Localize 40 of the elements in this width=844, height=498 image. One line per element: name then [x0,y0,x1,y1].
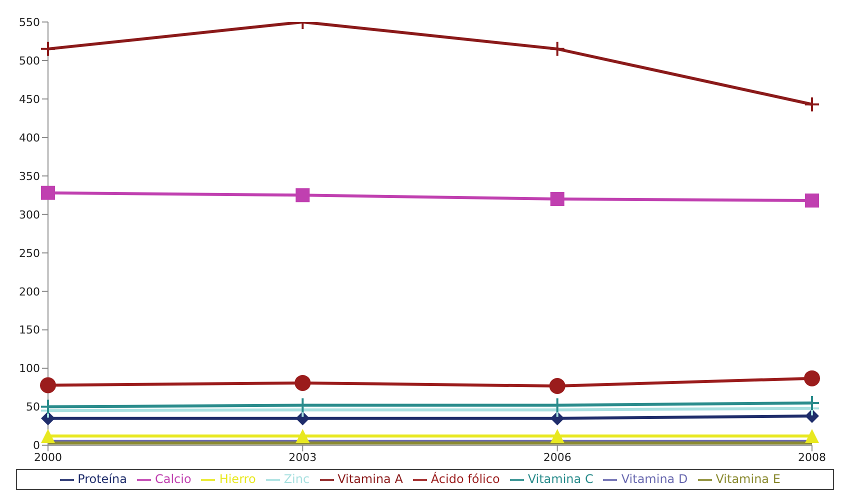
y-tick-label: 500 [19,54,40,68]
y-tick-label: 300 [19,208,40,222]
legend-label: Vitamina C [528,472,594,486]
y-tick-label: 50 [26,400,40,414]
legend-label: Hierro [219,472,256,486]
point [294,374,311,391]
point [296,188,310,202]
y-tick-label: 150 [19,324,40,337]
point [296,429,310,444]
point [804,370,820,386]
y-tick-label: 550 [19,16,40,29]
legend-label: Vitamina E [716,472,780,486]
legend-label: Vitamina A [338,472,403,486]
point [41,429,55,444]
point [805,194,819,208]
x-tick-label: 2000 [34,451,62,464]
point [804,96,820,112]
point [550,192,564,206]
legend-label: Proteína [78,472,127,486]
point [549,378,566,394]
point [549,40,566,57]
y-tick-label: 350 [19,170,40,183]
x-tick-label: 2006 [543,451,572,464]
y-tick-label: 100 [19,362,40,376]
y-tick-label: 200 [19,285,40,298]
legend-label: Vitamina D [621,472,688,486]
y-tick-label: 0 [33,439,40,452]
point [805,429,819,444]
x-tick-label: 2003 [288,451,317,464]
point [40,377,56,394]
legend-label: Ácido fólico [430,472,500,486]
y-tick-label: 250 [19,246,40,260]
point [41,186,55,200]
point [40,40,56,57]
legend-label: Calcio [154,472,192,486]
y-tick-label: 450 [19,92,40,106]
y-tick-label: 400 [19,131,40,144]
point [550,429,564,444]
legend-label: Zinc [284,472,310,486]
x-tick-label: 2008 [798,451,826,464]
